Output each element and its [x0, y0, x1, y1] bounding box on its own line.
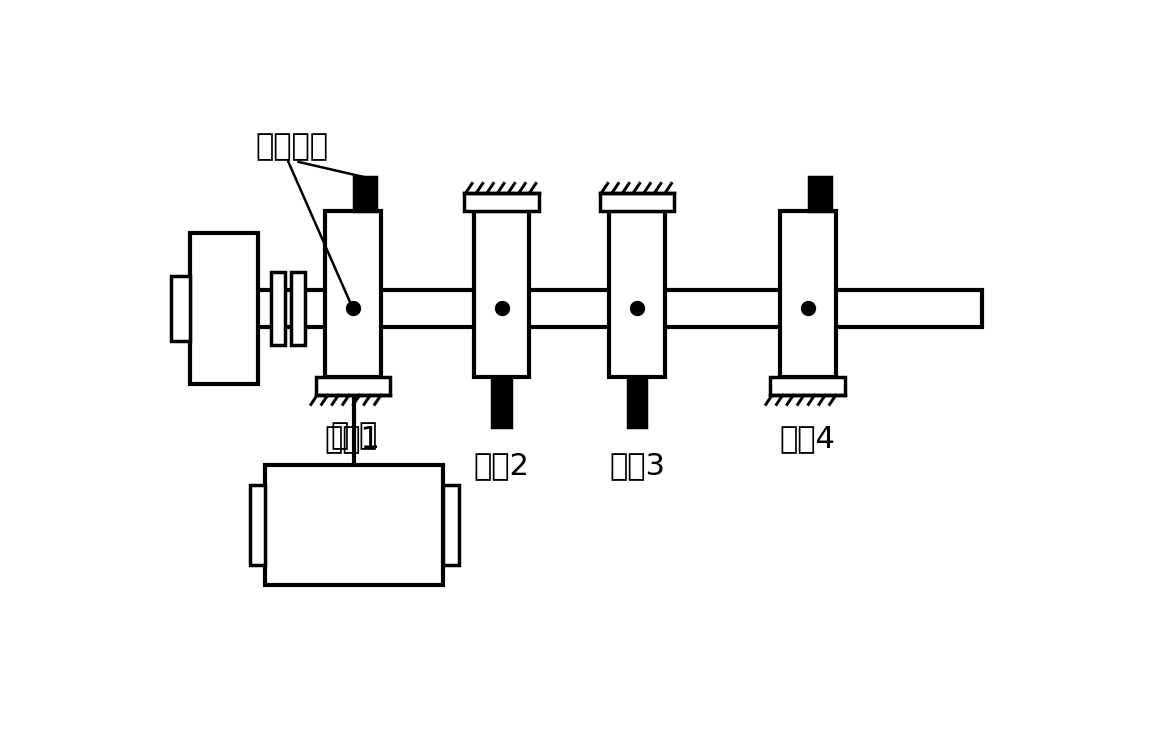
Bar — [464, 193, 538, 211]
Bar — [249, 485, 266, 565]
Bar — [291, 272, 305, 345]
Bar — [492, 377, 510, 427]
Bar — [810, 177, 831, 211]
Bar — [770, 377, 844, 395]
Bar — [600, 193, 674, 211]
Text: 轴扷4: 轴扷4 — [780, 424, 835, 454]
Text: 电 机: 电 机 — [331, 421, 377, 450]
Bar — [609, 211, 665, 377]
Bar — [190, 234, 259, 383]
Text: 轴扷2: 轴扷2 — [473, 452, 529, 480]
Bar — [271, 272, 285, 345]
Bar — [325, 211, 380, 377]
Bar — [780, 211, 835, 377]
Bar — [354, 177, 376, 211]
Bar — [443, 485, 459, 565]
Bar — [628, 377, 646, 427]
Text: 轴扷1: 轴扷1 — [325, 424, 380, 454]
Bar — [188, 290, 983, 327]
Bar — [316, 377, 390, 395]
Bar — [266, 465, 443, 585]
Bar — [172, 276, 190, 342]
Text: 加速度计: 加速度计 — [255, 133, 328, 161]
Bar — [473, 211, 529, 377]
Text: 轴扷3: 轴扷3 — [609, 452, 665, 480]
